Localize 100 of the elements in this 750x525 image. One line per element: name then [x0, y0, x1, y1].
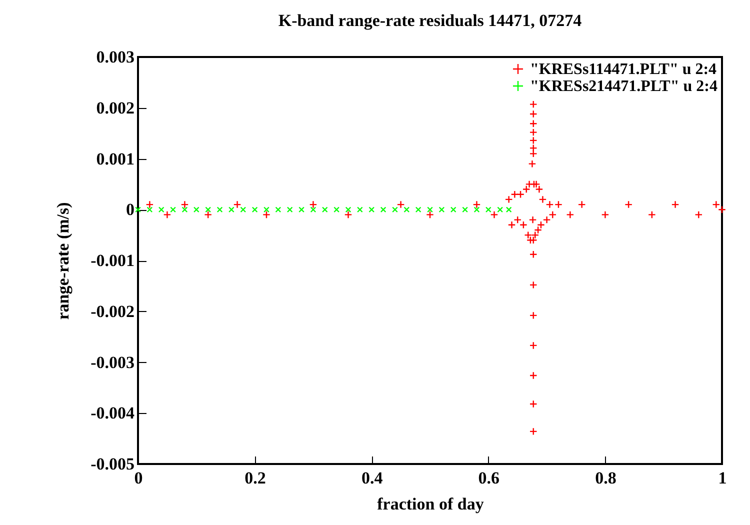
x-tick-label: 0.8 [595, 468, 616, 488]
point [694, 210, 703, 219]
point [180, 200, 189, 208]
point [508, 220, 516, 229]
point [262, 210, 270, 219]
point [345, 206, 352, 213]
point [542, 216, 551, 224]
y-tick-label: -0.003 [90, 352, 134, 372]
point [240, 206, 246, 213]
point [368, 206, 375, 213]
point [356, 206, 363, 213]
y-tick-label: 0.003 [96, 48, 134, 66]
point [252, 206, 258, 213]
point [529, 400, 538, 408]
point [233, 200, 242, 208]
point [135, 206, 141, 213]
point [450, 206, 456, 213]
point [216, 206, 223, 213]
point [170, 206, 176, 213]
legend-label: "KRESs214471.PLT" u 2:4 [530, 78, 718, 95]
point [534, 226, 542, 234]
point [578, 200, 586, 208]
point [275, 206, 282, 213]
point [322, 206, 328, 213]
point [566, 210, 574, 219]
point [504, 195, 513, 204]
point [529, 100, 538, 108]
point [396, 200, 405, 208]
point [264, 206, 270, 213]
point [529, 144, 538, 152]
point [537, 220, 545, 229]
point [205, 206, 212, 213]
y-tick-label: 0.001 [96, 149, 134, 168]
point [529, 110, 538, 118]
y-tick-label: 0.002 [96, 98, 134, 118]
point [380, 206, 386, 213]
point [286, 206, 293, 213]
point [529, 136, 538, 144]
point [228, 206, 234, 213]
point [426, 210, 434, 219]
point [146, 200, 154, 208]
point [510, 190, 519, 198]
point [146, 206, 153, 213]
point [298, 206, 304, 213]
point [309, 200, 318, 208]
y-tick-label: -0.002 [90, 302, 134, 321]
point [490, 210, 498, 219]
y-tick-label: -0.004 [90, 404, 135, 423]
y-axis-title: range-rate (m/s) [54, 202, 73, 320]
point [525, 180, 534, 188]
point [601, 210, 610, 219]
y-tick-label: -0.001 [90, 251, 134, 270]
chart-title: K-band range-rate residuals 14471, 07274 [278, 11, 582, 30]
point [538, 195, 547, 204]
point [334, 206, 340, 213]
point [474, 206, 480, 213]
point [548, 210, 557, 219]
point [528, 216, 537, 224]
legend-label: "KRESs114471.PLT" u 2:4 [530, 61, 717, 78]
x-axis-title: fraction of day [377, 494, 484, 514]
point [529, 150, 538, 158]
point [529, 120, 538, 128]
point [529, 311, 538, 320]
point [506, 206, 512, 213]
point [415, 206, 422, 213]
y-tick-label: -0.005 [90, 454, 134, 474]
point [516, 190, 524, 198]
x-tick-label: 0.6 [478, 468, 500, 488]
point [163, 210, 172, 219]
point [427, 206, 433, 213]
point [193, 206, 200, 213]
point [528, 160, 536, 168]
point [624, 200, 633, 208]
point [310, 206, 316, 213]
point [344, 210, 352, 219]
point [472, 200, 481, 208]
point [529, 342, 538, 350]
point [497, 206, 504, 213]
point [158, 206, 164, 213]
point [529, 280, 538, 289]
point [546, 200, 554, 208]
point [529, 250, 538, 258]
point [438, 206, 445, 213]
point [531, 231, 540, 240]
point [404, 206, 410, 213]
point [529, 427, 538, 436]
x-tick-label: 1 [718, 468, 727, 488]
x-tick-label: 0.2 [244, 468, 266, 488]
point [671, 200, 680, 208]
point [648, 210, 656, 219]
point [392, 206, 398, 213]
point [462, 206, 468, 213]
point [182, 206, 188, 213]
y-tick-label: 0 [126, 200, 134, 220]
point [554, 200, 562, 208]
point [522, 185, 530, 194]
point [529, 128, 538, 136]
point [529, 372, 538, 380]
x-tick-label: 0.4 [361, 468, 384, 488]
point [485, 206, 492, 213]
